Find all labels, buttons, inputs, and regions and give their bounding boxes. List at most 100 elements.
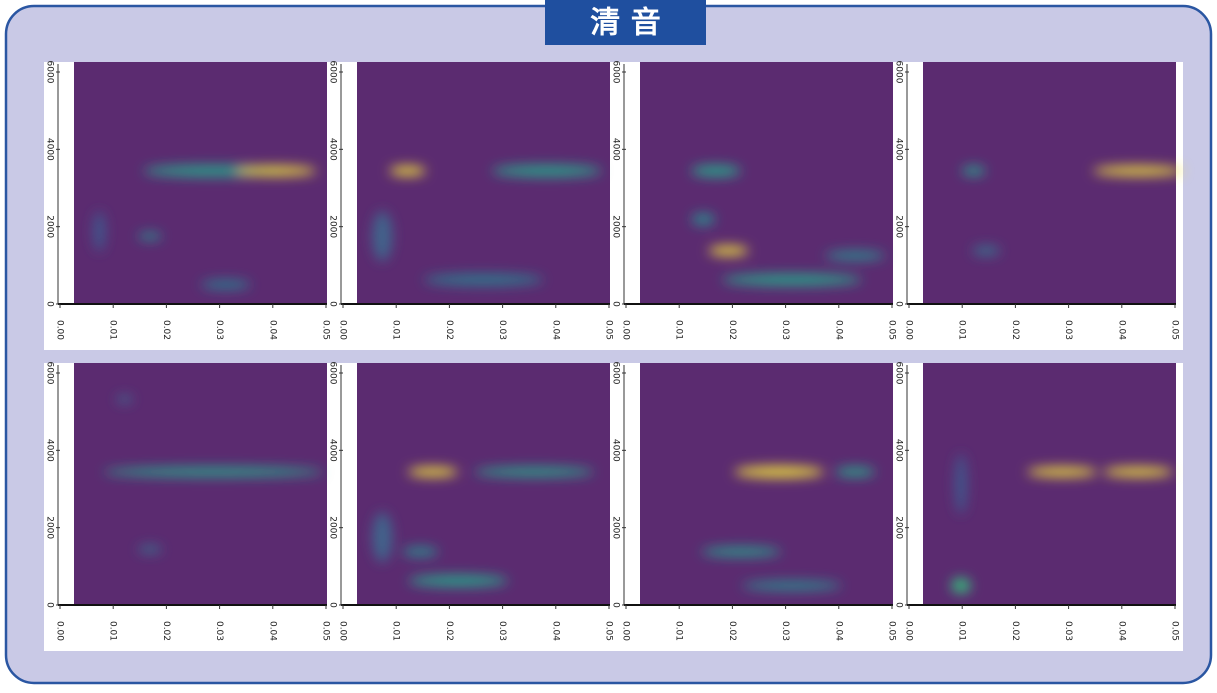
- x-tick-label: 0.05: [1170, 621, 1180, 641]
- y-tick-label: 0: [611, 301, 621, 307]
- x-tick-label: 0.00: [904, 320, 914, 340]
- energy-band: [1103, 467, 1173, 477]
- x-tick-label: 0.04: [550, 320, 560, 340]
- x-tick-label: 0.03: [780, 320, 790, 340]
- energy-band: [201, 280, 251, 290]
- y-tick-label: 0: [45, 602, 55, 608]
- x-tick-label: 0.02: [1010, 320, 1020, 340]
- y-tick-label: 0: [328, 602, 338, 608]
- energy-band: [372, 512, 392, 562]
- x-tick-label: 0.02: [1010, 621, 1020, 641]
- x-tick-label: 0.01: [674, 621, 684, 641]
- x-tick-label: 0.05: [604, 320, 614, 340]
- x-tick-label: 0.01: [108, 320, 118, 340]
- x-tick-label: 0.03: [214, 621, 224, 641]
- panel: 0 2000 4000 6000 0.00 0.01 0.02 0.03 0.04 0.05: [45, 362, 331, 642]
- spectrogram: [74, 62, 327, 304]
- energy-band: [390, 166, 426, 176]
- energy-band: [408, 575, 508, 587]
- y-tick-label: 6000: [611, 61, 621, 84]
- energy-band: [236, 166, 316, 176]
- spectrogram: [74, 363, 327, 605]
- x-tick-label: 0.04: [550, 621, 560, 641]
- y-tick-label: 0: [328, 301, 338, 307]
- spectrogram: [357, 62, 610, 304]
- x-tick-label: 0.00: [621, 320, 631, 340]
- energy-band: [372, 211, 392, 261]
- energy-band: [734, 466, 824, 478]
- y-tick-label: 6000: [45, 362, 55, 385]
- x-tick-label: 0.04: [267, 320, 277, 340]
- x-tick-label: 0.02: [727, 621, 737, 641]
- x-tick-label: 0.04: [267, 621, 277, 641]
- energy-band: [93, 211, 105, 251]
- x-tick-label: 0.00: [621, 621, 631, 641]
- y-tick-label: 2000: [894, 516, 904, 539]
- energy-band: [402, 547, 438, 557]
- spectrogram: [923, 62, 1176, 304]
- energy-band: [951, 578, 971, 594]
- x-tick-label: 0.02: [161, 621, 171, 641]
- energy-band: [117, 395, 133, 403]
- energy-band: [701, 547, 781, 557]
- x-tick-label: 0.03: [497, 320, 507, 340]
- y-tick-label: 4000: [611, 138, 621, 161]
- x-tick-label: 0.00: [904, 621, 914, 641]
- energy-band: [835, 467, 875, 477]
- x-tick-label: 0.01: [957, 621, 967, 641]
- energy-band: [825, 251, 885, 261]
- x-tick-label: 0.02: [727, 320, 737, 340]
- x-tick-label: 0.05: [321, 621, 331, 641]
- x-tick-label: 0.03: [780, 621, 790, 641]
- x-tick-label: 0.01: [957, 320, 967, 340]
- energy-band: [1027, 467, 1097, 477]
- spectrogram: [640, 363, 893, 605]
- page: 清 音 02000400060000.000.010.020.030.040.0…: [0, 0, 1217, 689]
- y-tick-label: 0: [611, 602, 621, 608]
- energy-band: [138, 232, 162, 240]
- x-tick-label: 0.00: [55, 621, 65, 641]
- spectrogram: [357, 363, 610, 605]
- y-tick-label: 4000: [328, 439, 338, 462]
- y-tick-label: 4000: [894, 138, 904, 161]
- energy-band: [424, 274, 544, 286]
- x-tick-label: 0.03: [497, 621, 507, 641]
- y-tick-label: 2000: [328, 215, 338, 238]
- x-tick-label: 0.00: [55, 320, 65, 340]
- energy-band: [742, 581, 842, 591]
- x-tick-label: 0.03: [1063, 320, 1073, 340]
- x-tick-label: 0.02: [444, 320, 454, 340]
- energy-band: [408, 467, 458, 477]
- x-tick-label: 0.04: [833, 320, 843, 340]
- y-tick-label: 2000: [894, 215, 904, 238]
- x-tick-label: 0.04: [833, 621, 843, 641]
- y-tick-label: 4000: [894, 439, 904, 462]
- y-tick-label: 2000: [328, 516, 338, 539]
- y-tick-label: 0: [45, 301, 55, 307]
- energy-band: [955, 454, 967, 514]
- x-tick-label: 0.04: [1116, 320, 1126, 340]
- x-tick-label: 0.03: [214, 320, 224, 340]
- energy-band: [691, 213, 715, 225]
- y-tick-label: 6000: [894, 362, 904, 385]
- x-tick-label: 0.01: [674, 320, 684, 340]
- y-tick-label: 4000: [611, 439, 621, 462]
- y-tick-label: 6000: [894, 61, 904, 84]
- x-tick-label: 0.01: [108, 621, 118, 641]
- y-tick-label: 6000: [611, 362, 621, 385]
- y-tick-label: 2000: [611, 516, 621, 539]
- spectrogram: [640, 62, 893, 304]
- energy-band: [962, 166, 986, 176]
- energy-band: [691, 165, 741, 177]
- y-tick-label: 4000: [328, 138, 338, 161]
- y-tick-label: 2000: [45, 516, 55, 539]
- x-tick-label: 0.00: [338, 320, 348, 340]
- x-tick-label: 0.03: [1063, 621, 1073, 641]
- x-tick-label: 0.04: [1116, 621, 1126, 641]
- y-tick-label: 6000: [328, 61, 338, 84]
- y-tick-label: 4000: [45, 439, 55, 462]
- y-tick-label: 0: [894, 301, 904, 307]
- x-tick-label: 0.01: [391, 320, 401, 340]
